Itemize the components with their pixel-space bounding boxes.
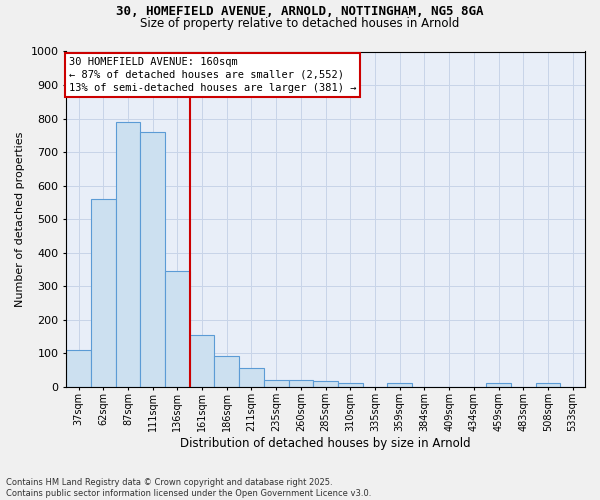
Bar	[486, 383, 511, 386]
Bar	[214, 356, 239, 386]
Bar	[289, 380, 313, 386]
Bar	[313, 382, 338, 386]
Bar	[116, 122, 140, 386]
Bar	[165, 271, 190, 386]
Bar	[239, 368, 264, 386]
X-axis label: Distribution of detached houses by size in Arnold: Distribution of detached houses by size …	[180, 437, 471, 450]
Bar	[264, 380, 289, 386]
Bar	[388, 383, 412, 386]
Text: Contains HM Land Registry data © Crown copyright and database right 2025.
Contai: Contains HM Land Registry data © Crown c…	[6, 478, 371, 498]
Bar	[338, 383, 362, 386]
Bar	[190, 334, 214, 386]
Text: 30, HOMEFIELD AVENUE, ARNOLD, NOTTINGHAM, NG5 8GA: 30, HOMEFIELD AVENUE, ARNOLD, NOTTINGHAM…	[116, 5, 484, 18]
Text: Size of property relative to detached houses in Arnold: Size of property relative to detached ho…	[140, 18, 460, 30]
Bar	[66, 350, 91, 387]
Bar	[536, 383, 560, 386]
Y-axis label: Number of detached properties: Number of detached properties	[15, 132, 25, 306]
Bar	[91, 199, 116, 386]
Bar	[140, 132, 165, 386]
Text: 30 HOMEFIELD AVENUE: 160sqm
← 87% of detached houses are smaller (2,552)
13% of : 30 HOMEFIELD AVENUE: 160sqm ← 87% of det…	[69, 56, 356, 93]
